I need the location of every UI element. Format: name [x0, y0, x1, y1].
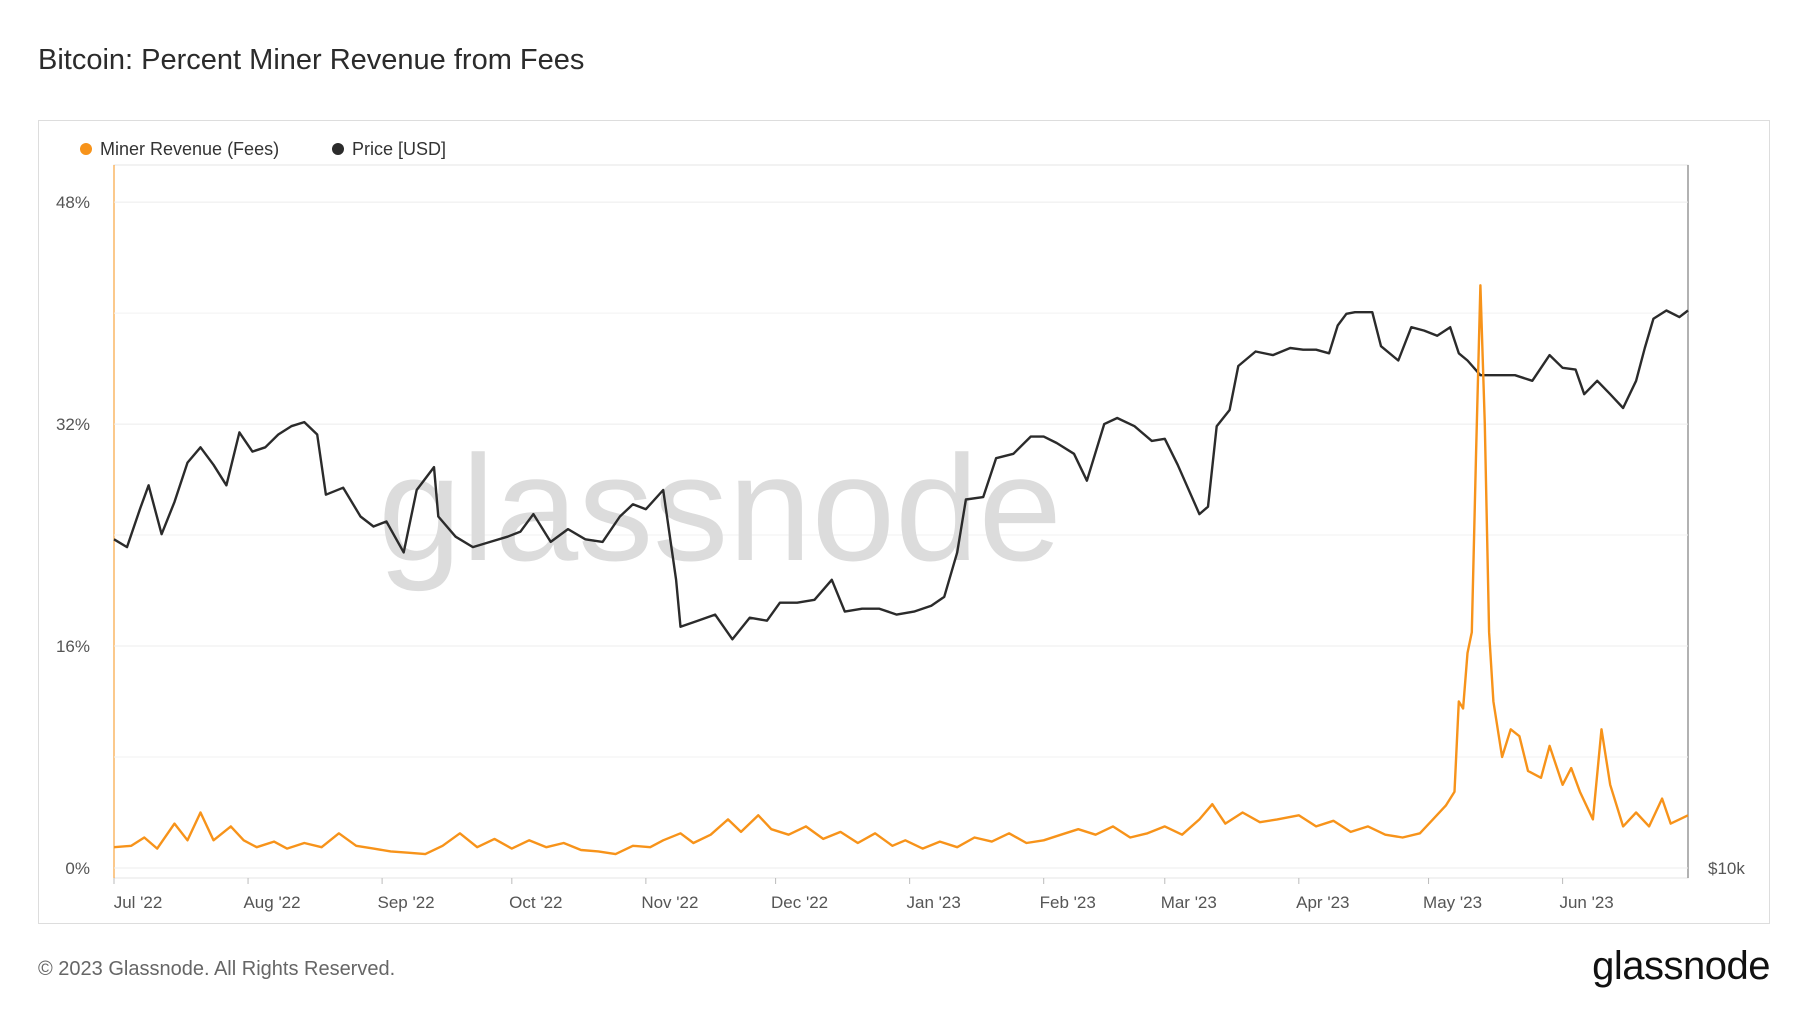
legend-marker	[332, 143, 344, 155]
page-title: Bitcoin: Percent Miner Revenue from Fees	[38, 44, 585, 76]
x-axis-ticks: Jul '22 Aug '22 Sep '22 Oct '22 Nov '22 Dec '…	[113, 878, 1614, 912]
chart-panel	[38, 120, 1770, 924]
left-axis-tick-label: 48%	[56, 193, 90, 212]
x-axis-tick-label: Jul '22	[114, 893, 163, 912]
x-axis-tick-label: Nov '22	[641, 893, 698, 912]
x-axis-tick-label: Dec '22	[771, 893, 828, 912]
x-axis-tick-label: Oct '22	[509, 893, 562, 912]
left-axis-tick-label: 0%	[65, 859, 90, 878]
left-axis-tick-label: 16%	[56, 637, 90, 656]
copyright-footer: © 2023 Glassnode. All Rights Reserved.	[38, 958, 396, 980]
x-axis-tick-label: Mar '23	[1161, 893, 1217, 912]
x-axis-tick-label: May '23	[1423, 893, 1482, 912]
x-axis-tick-label: Jun '23	[1559, 893, 1613, 912]
legend: Miner Revenue (Fees) Price [USD]	[80, 139, 446, 159]
legend-marker	[80, 143, 92, 155]
grid-lines	[113, 164, 1689, 879]
legend-label: Miner Revenue (Fees)	[100, 139, 279, 159]
left-axis-tick-label: 32%	[56, 415, 90, 434]
watermark: glassnode	[378, 424, 1062, 592]
left-axis-ticks: 0% 16% 32% 48%	[56, 193, 90, 878]
fees-series-line	[113, 284, 1689, 856]
x-axis-tick-label: Aug '22	[243, 893, 300, 912]
x-axis-tick-label: Feb '23	[1040, 893, 1096, 912]
x-axis-tick-label: Sep '22	[378, 893, 435, 912]
right-axis-tick-label: $10k	[1708, 859, 1745, 878]
series-layer	[113, 284, 1689, 856]
price-series-line	[113, 309, 1689, 641]
legend-label: Price [USD]	[352, 139, 446, 159]
right-axis-ticks: $10k	[1708, 859, 1745, 878]
x-axis-tick-label: Jan '23	[906, 893, 960, 912]
x-axis-tick-label: Apr '23	[1296, 893, 1349, 912]
brand-logo: glassnode	[1592, 944, 1770, 988]
